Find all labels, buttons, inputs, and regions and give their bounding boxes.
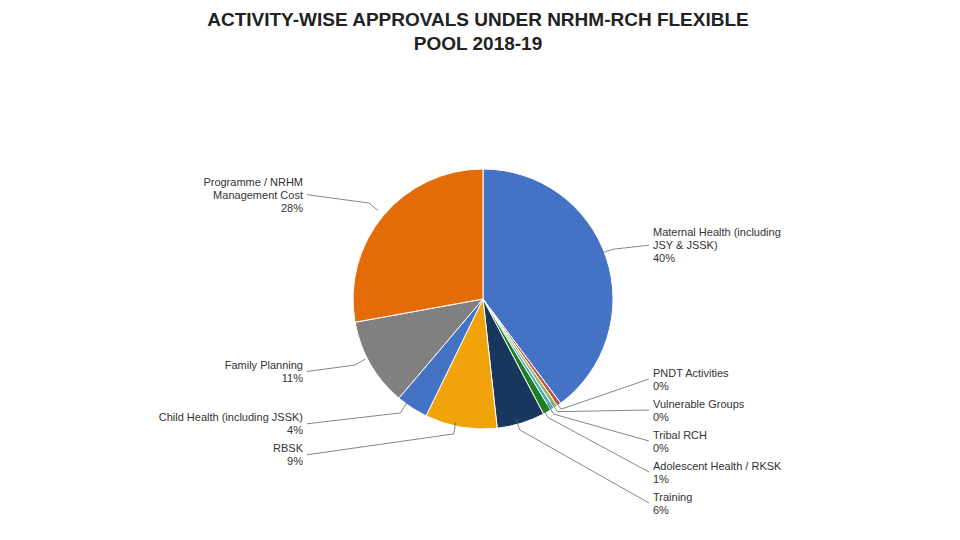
svg-text:Tribal RCH0%: Tribal RCH0%	[653, 429, 707, 454]
svg-text:PNDT Activities0%: PNDT Activities0%	[653, 367, 729, 392]
html-text:ACTIVITY-WISE APPROVALS UNDER: ACTIVITY-WISE APPROVALS UNDER NRHM-RCH F…	[207, 9, 749, 54]
svg-text:Adolescent Health / RKSK1%: Adolescent Health / RKSK1%	[653, 460, 782, 485]
svg-text:Child Health (including JSSK)4: Child Health (including JSSK)4%	[159, 411, 304, 436]
svg-text:Vulnerable Groups0%: Vulnerable Groups0%	[653, 398, 745, 423]
svg-text:RBSK9%: RBSK9%	[273, 442, 304, 467]
svg-text:Family Planning11%: Family Planning11%	[225, 359, 303, 384]
svg-text:Training6%: Training6%	[653, 491, 692, 516]
svg-text:Maternal Health (includingJSY: Maternal Health (includingJSY & JSSK)40%	[653, 226, 781, 264]
svg-text:Programme / NRHMManagement Cos: Programme / NRHMManagement Cost28%	[203, 176, 303, 214]
